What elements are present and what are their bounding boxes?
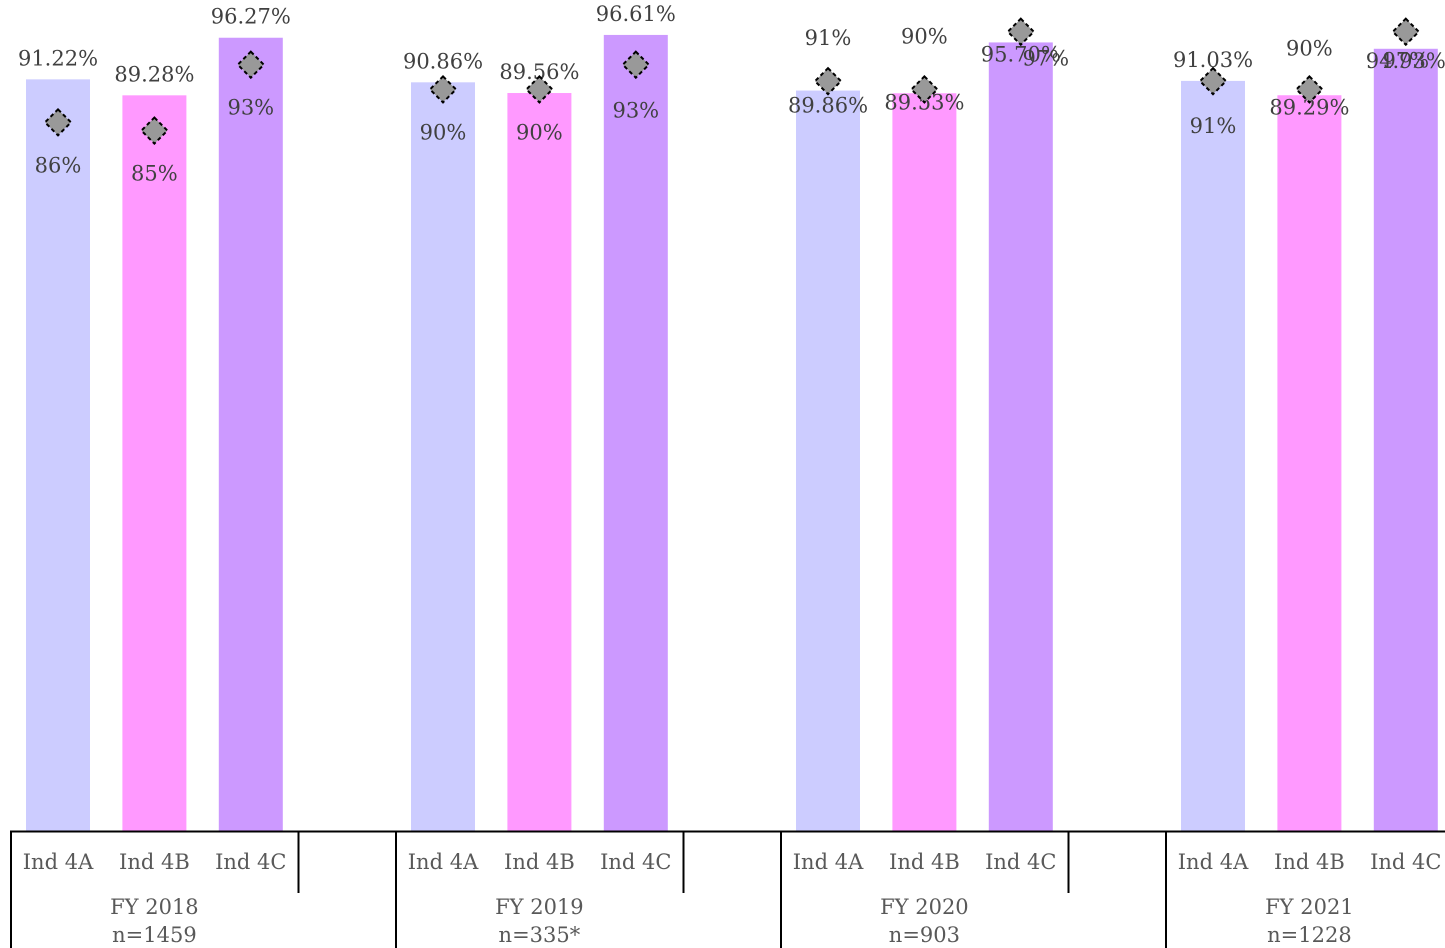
target-value-label: 85%: [131, 162, 178, 186]
target-marker: [1294, 74, 1324, 104]
target-value-label: 93%: [612, 99, 659, 123]
group-label: FY 2018: [110, 895, 199, 919]
target-value-label: 93%: [227, 96, 274, 120]
category-tick-label: Ind 4C: [600, 850, 671, 874]
category-tick-label: Ind 4A: [408, 850, 479, 874]
bar: [218, 37, 283, 831]
category-tick-label: Ind 4A: [793, 850, 864, 874]
target-value-label: 90%: [516, 120, 563, 144]
bar: [122, 95, 187, 831]
target-marker: [1391, 17, 1421, 47]
category-tick-label: Ind 4C: [215, 850, 286, 874]
target-value-label: 90%: [1286, 36, 1333, 60]
target-marker: [1198, 66, 1228, 96]
bar-value-label: 89.28%: [114, 62, 194, 86]
bar: [411, 82, 475, 831]
bar: [892, 93, 957, 831]
target-marker: [813, 66, 843, 96]
category-tick-label: Ind 4B: [119, 850, 190, 874]
group-n-label: n=903: [889, 923, 960, 947]
category-tick-label: Ind 4C: [1370, 850, 1441, 874]
target-marker: [909, 74, 939, 104]
group-n-label: n=1228: [1267, 923, 1352, 947]
group-n-label: n=335*: [499, 923, 581, 947]
target-marker: [621, 50, 651, 80]
target-marker: [139, 116, 169, 146]
category-tick-label: Ind 4C: [985, 850, 1056, 874]
bar: [1277, 95, 1342, 832]
bar: [507, 93, 572, 832]
target-marker: [236, 50, 266, 80]
target-marker: [43, 107, 73, 137]
bar: [26, 79, 90, 832]
group-label: FY 2019: [495, 895, 584, 919]
target-value-label: 91%: [805, 26, 852, 50]
target-marker: [428, 74, 458, 104]
category-tick-label: Ind 4A: [23, 850, 94, 874]
bar: [1373, 48, 1438, 832]
category-tick-label: Ind 4A: [1178, 850, 1249, 874]
bar: [796, 90, 860, 832]
target-value-label: 86%: [35, 153, 82, 177]
bar-value-label: 96.61%: [596, 2, 676, 26]
target-value-label: 91%: [1190, 114, 1237, 138]
category-tick-label: Ind 4B: [889, 850, 960, 874]
target-marker: [524, 74, 554, 104]
target-value-label: 90%: [420, 120, 467, 144]
category-tick-label: Ind 4B: [1274, 850, 1345, 874]
category-tick-label: Ind 4B: [504, 850, 575, 874]
group-label: FY 2021: [1265, 895, 1354, 919]
group-n-label: n=1459: [112, 923, 197, 947]
bar: [1181, 80, 1245, 832]
target-value-label: 97%: [1022, 47, 1069, 71]
bar-value-label: 94.93%: [1366, 49, 1445, 73]
bar: [988, 42, 1053, 831]
bar-value-label: 90.86%: [403, 49, 483, 73]
bar-value-label: 91.22%: [18, 46, 98, 70]
target-marker: [1006, 17, 1036, 47]
bar-value-label: 89.86%: [788, 94, 868, 118]
bar-value-label: 96.27%: [211, 5, 291, 29]
group-label: FY 2020: [880, 895, 969, 919]
target-value-label: 90%: [901, 24, 948, 48]
bar: [603, 34, 668, 832]
target-value-label: 97%: [1382, 49, 1429, 73]
bar-value-label: 95.70%: [981, 42, 1061, 66]
